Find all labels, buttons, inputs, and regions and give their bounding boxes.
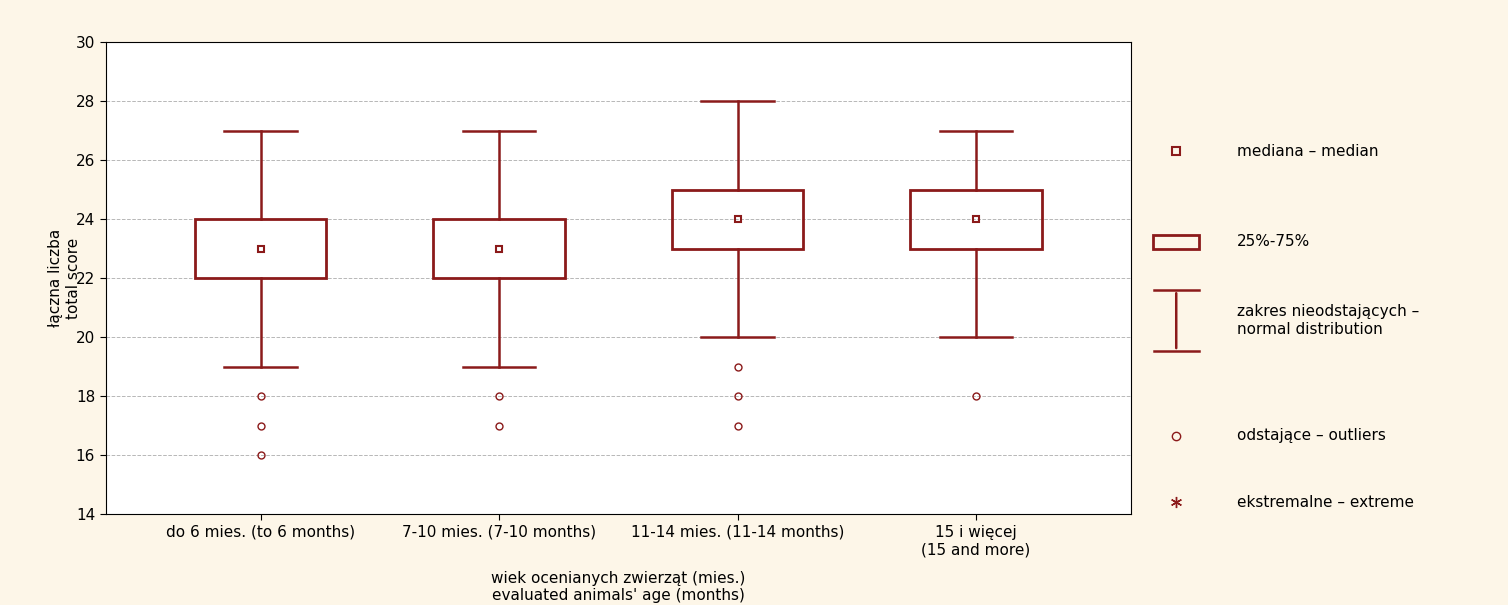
Text: 25%-75%: 25%-75% — [1237, 235, 1310, 249]
Text: ekstremalne – extreme: ekstremalne – extreme — [1237, 495, 1413, 509]
Text: mediana – median: mediana – median — [1237, 144, 1378, 159]
Bar — [433, 220, 564, 278]
Y-axis label: łączna liczba
total score: łączna liczba total score — [48, 229, 81, 327]
Bar — [673, 190, 804, 249]
Bar — [195, 220, 326, 278]
X-axis label: wiek ocenianych zwierząt (mies.)
evaluated animals' age (months): wiek ocenianych zwierząt (mies.) evaluat… — [492, 571, 745, 603]
Text: odstające – outliers: odstające – outliers — [1237, 428, 1386, 443]
Bar — [911, 190, 1042, 249]
Text: zakres nieodstających –
normal distribution: zakres nieodstających – normal distribut… — [1237, 304, 1419, 337]
